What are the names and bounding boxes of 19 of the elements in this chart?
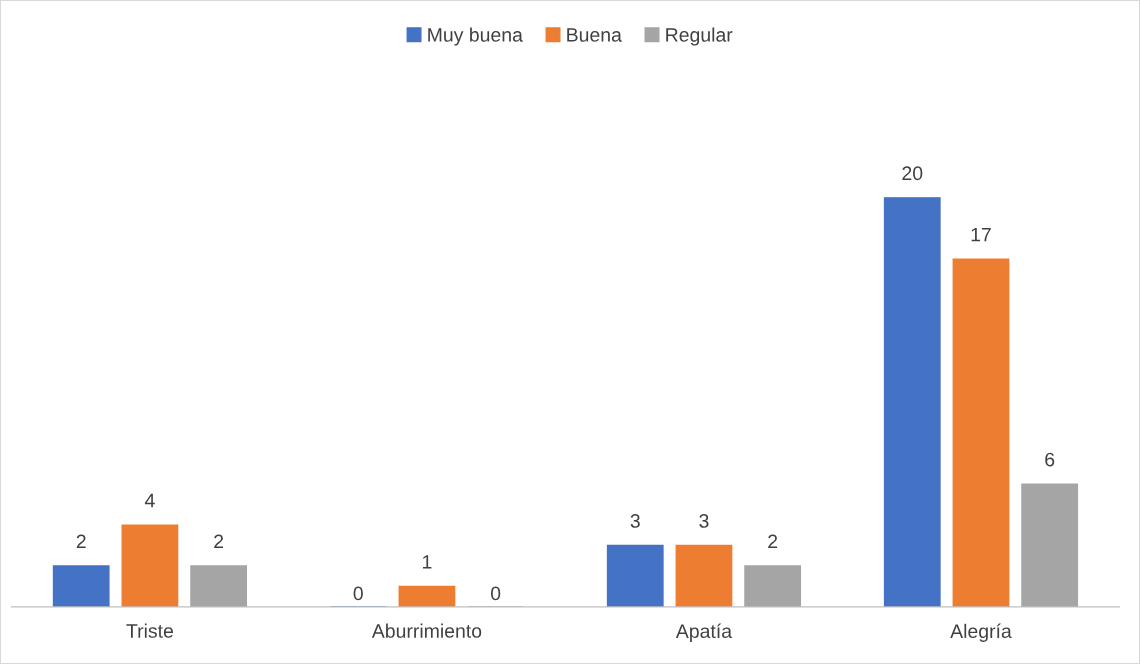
x-tick-label: Apatía (675, 623, 733, 642)
data-label: 6 (1045, 452, 1055, 467)
legend-label: Muy buena (428, 27, 523, 46)
x-tick-label: Alegría (950, 623, 1012, 642)
legend-label: Regular (666, 27, 733, 46)
data-label: 20 (902, 166, 923, 181)
data-label: 17 (971, 227, 991, 242)
data-label: 4 (144, 493, 155, 508)
data-label: 0 (490, 586, 501, 601)
data-label: 2 (214, 534, 224, 549)
x-tick-label: Aburrimiento (371, 623, 482, 638)
data-label: 1 (423, 555, 432, 569)
data-label: 3 (699, 514, 709, 528)
x-tick-label: Triste (126, 623, 173, 638)
legend-label: Buena (567, 28, 622, 42)
data-label: 0 (353, 586, 363, 601)
data-label: 2 (768, 534, 778, 549)
data-label: 3 (630, 514, 640, 528)
data-label: 2 (76, 534, 86, 549)
